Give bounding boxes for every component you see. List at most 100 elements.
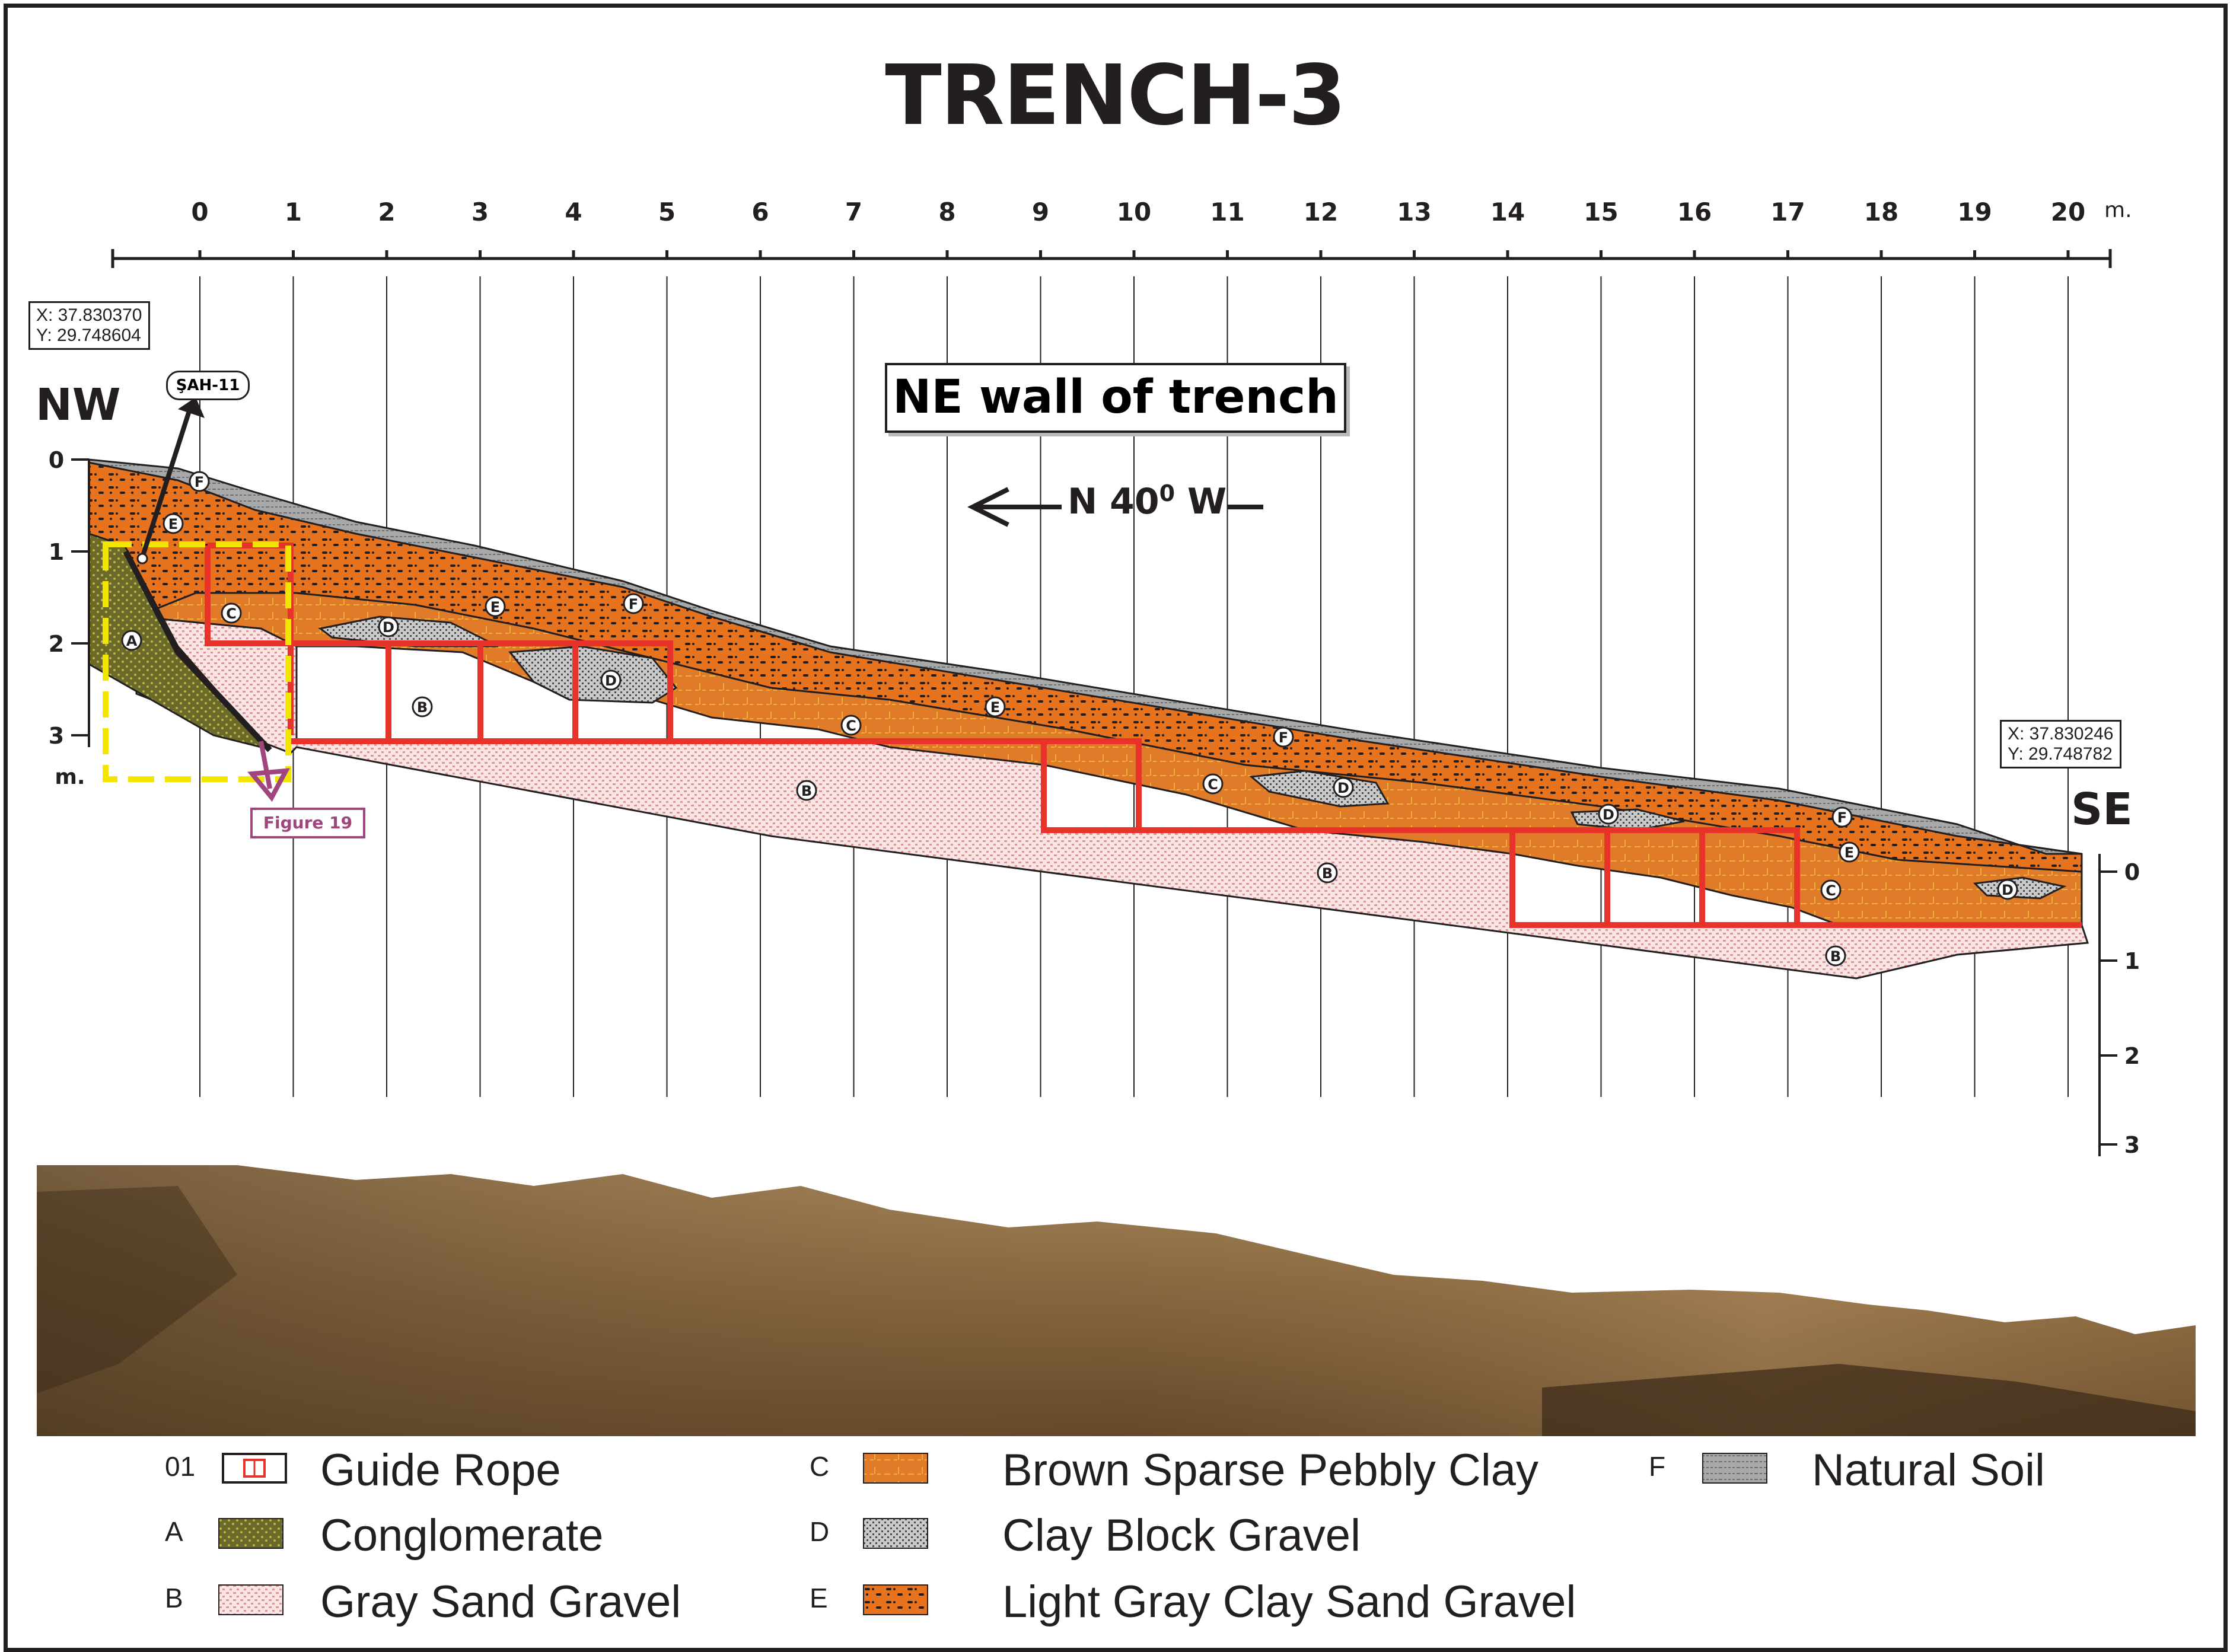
legend-item-light-gray-clay: E Light Gray Clay Sand Gravel (810, 1577, 1625, 1627)
svg-text:D: D (1337, 780, 1349, 796)
svg-text:D: D (2002, 882, 2014, 898)
top-axis-tick-label: 10 (1117, 197, 1151, 227)
legend-item-gray-sand-gravel: B Gray Sand Gravel (165, 1577, 943, 1627)
svg-text:E: E (168, 516, 178, 532)
unit-label: F (189, 471, 210, 492)
figure-19-frame (103, 541, 291, 782)
unit-label: C (221, 602, 242, 624)
svg-text:E: E (990, 699, 1000, 716)
top-distance-axis: 0 1 2 3 4 5 6 7 8 9 10 11 12 13 14 15 16 17 18 19 20 m. (111, 197, 2132, 268)
top-axis-tick-label: 19 (1957, 197, 1992, 227)
legend-code: D (810, 1516, 830, 1547)
legend-code: A (165, 1516, 183, 1547)
fault-line (123, 550, 272, 752)
legend-swatch-brown-clay (863, 1453, 928, 1484)
figure-arrow-head (247, 768, 291, 802)
legend-label: Natural Soil (1812, 1445, 2045, 1495)
unit-label: F (623, 593, 644, 614)
outer-frame (4, 4, 2228, 1652)
svg-text:F: F (629, 596, 638, 613)
top-axis-tick-label: 18 (1864, 197, 1898, 227)
legend-item-clay-block-gravel: D Clay Block Gravel (810, 1510, 1625, 1561)
svg-text:B: B (801, 783, 812, 799)
legend-code: F (1649, 1451, 1666, 1482)
left-depth-unit: m. (55, 765, 85, 789)
legend-label: Guide Rope (320, 1445, 561, 1495)
svg-text:D: D (383, 619, 394, 636)
legend-item-natural-soil: F Natural Soil (1649, 1445, 2230, 1495)
unit-label: E (985, 696, 1006, 717)
unit-label: E (163, 513, 184, 534)
unit-label: D (600, 669, 622, 691)
top-axis-tick-label: 9 (1032, 197, 1049, 227)
svg-text:F: F (1279, 729, 1288, 746)
legend-swatch-clay-block-gravel (863, 1518, 928, 1549)
legend-code: B (165, 1583, 183, 1613)
lens-clay-block-gravel-2 (508, 645, 678, 704)
top-axis-unit: m. (2104, 198, 2132, 222)
legend-label: Clay Block Gravel (1002, 1510, 1361, 1561)
well-arrow (140, 408, 192, 559)
svg-text:F: F (1837, 809, 1847, 826)
legend-label: Light Gray Clay Sand Gravel (1002, 1577, 1576, 1627)
svg-text:A: A (126, 633, 138, 649)
well-tag: ŞAH-11 (166, 371, 250, 400)
legend-label: Gray Sand Gravel (320, 1577, 681, 1627)
coords-nw: X: 37.830370 Y: 29.748604 (28, 301, 150, 350)
right-depth-tick-label: 0 (2124, 859, 2140, 885)
lens-clay-block-gravel-5 (1973, 876, 2067, 900)
svg-text:C: C (846, 717, 856, 734)
legend-item-guide-rope: 01 Guide Rope (165, 1445, 943, 1495)
svg-text:C: C (1826, 882, 1836, 899)
right-depth-tick-label: 1 (2124, 948, 2140, 974)
right-depth-axis (2098, 854, 2117, 1156)
legend-item-brown-clay: C Brown Sparse Pebbly Clay (810, 1445, 1625, 1495)
legend-code: E (810, 1583, 828, 1613)
page-title: TRENCH-3 (885, 47, 1346, 144)
legend-swatch-conglomerate (218, 1518, 283, 1549)
svg-text:F: F (195, 474, 204, 490)
top-axis-tick-label: 1 (285, 197, 302, 227)
unit-label: F (1831, 806, 1853, 828)
top-axis-tick-label: 13 (1397, 197, 1431, 227)
legend-label: Brown Sparse Pebbly Clay (1002, 1445, 1538, 1495)
left-depth-axis (71, 458, 90, 747)
unit-label: B (412, 696, 433, 717)
legend-swatch-light-gray-clay (863, 1584, 928, 1615)
figure-tag: Figure 19 (250, 808, 365, 838)
top-axis-tick-label: 17 (1770, 197, 1805, 227)
right-depth-tick-label: 2 (2124, 1043, 2140, 1069)
unit-label: F (1273, 726, 1294, 748)
left-depth-tick-label: 1 (49, 539, 64, 565)
svg-text:B: B (1322, 865, 1333, 882)
direction-se: SE (2071, 784, 2133, 835)
unit-label: B (1317, 862, 1338, 884)
svg-text:E: E (490, 599, 500, 615)
legend-label: Conglomerate (320, 1510, 604, 1561)
unit-label: A (121, 630, 142, 651)
top-axis-tick-label: 16 (1677, 197, 1712, 227)
svg-text:D: D (1603, 806, 1614, 823)
right-depth-tick-label: 3 (2124, 1132, 2140, 1158)
unit-label: C (1820, 879, 1842, 901)
top-axis-tick-label: 7 (845, 197, 862, 227)
well-arrow-head (178, 397, 205, 418)
top-axis-tick-label: 12 (1304, 197, 1338, 227)
legend-code: 01 (165, 1451, 196, 1482)
unit-label: C (840, 715, 862, 736)
left-depth-tick-label: 2 (49, 631, 64, 657)
unit-label: B (1825, 945, 1846, 967)
legend-item-conglomerate: A Conglomerate (165, 1510, 943, 1561)
unit-label: D (1997, 879, 2018, 900)
unit-label: E (1839, 841, 1860, 863)
unit-label: D (1333, 777, 1354, 798)
coords-se: X: 37.830246 Y: 29.748782 (2000, 720, 2121, 768)
direction-nw: NW (36, 379, 121, 430)
unit-label: D (378, 616, 399, 637)
top-axis-tick-label: 2 (378, 197, 395, 227)
svg-text:C: C (226, 605, 237, 622)
legend-code: C (810, 1451, 830, 1482)
wall-label: NE wall of trench (885, 363, 1346, 433)
layer-natural-soil-f (88, 458, 2082, 855)
